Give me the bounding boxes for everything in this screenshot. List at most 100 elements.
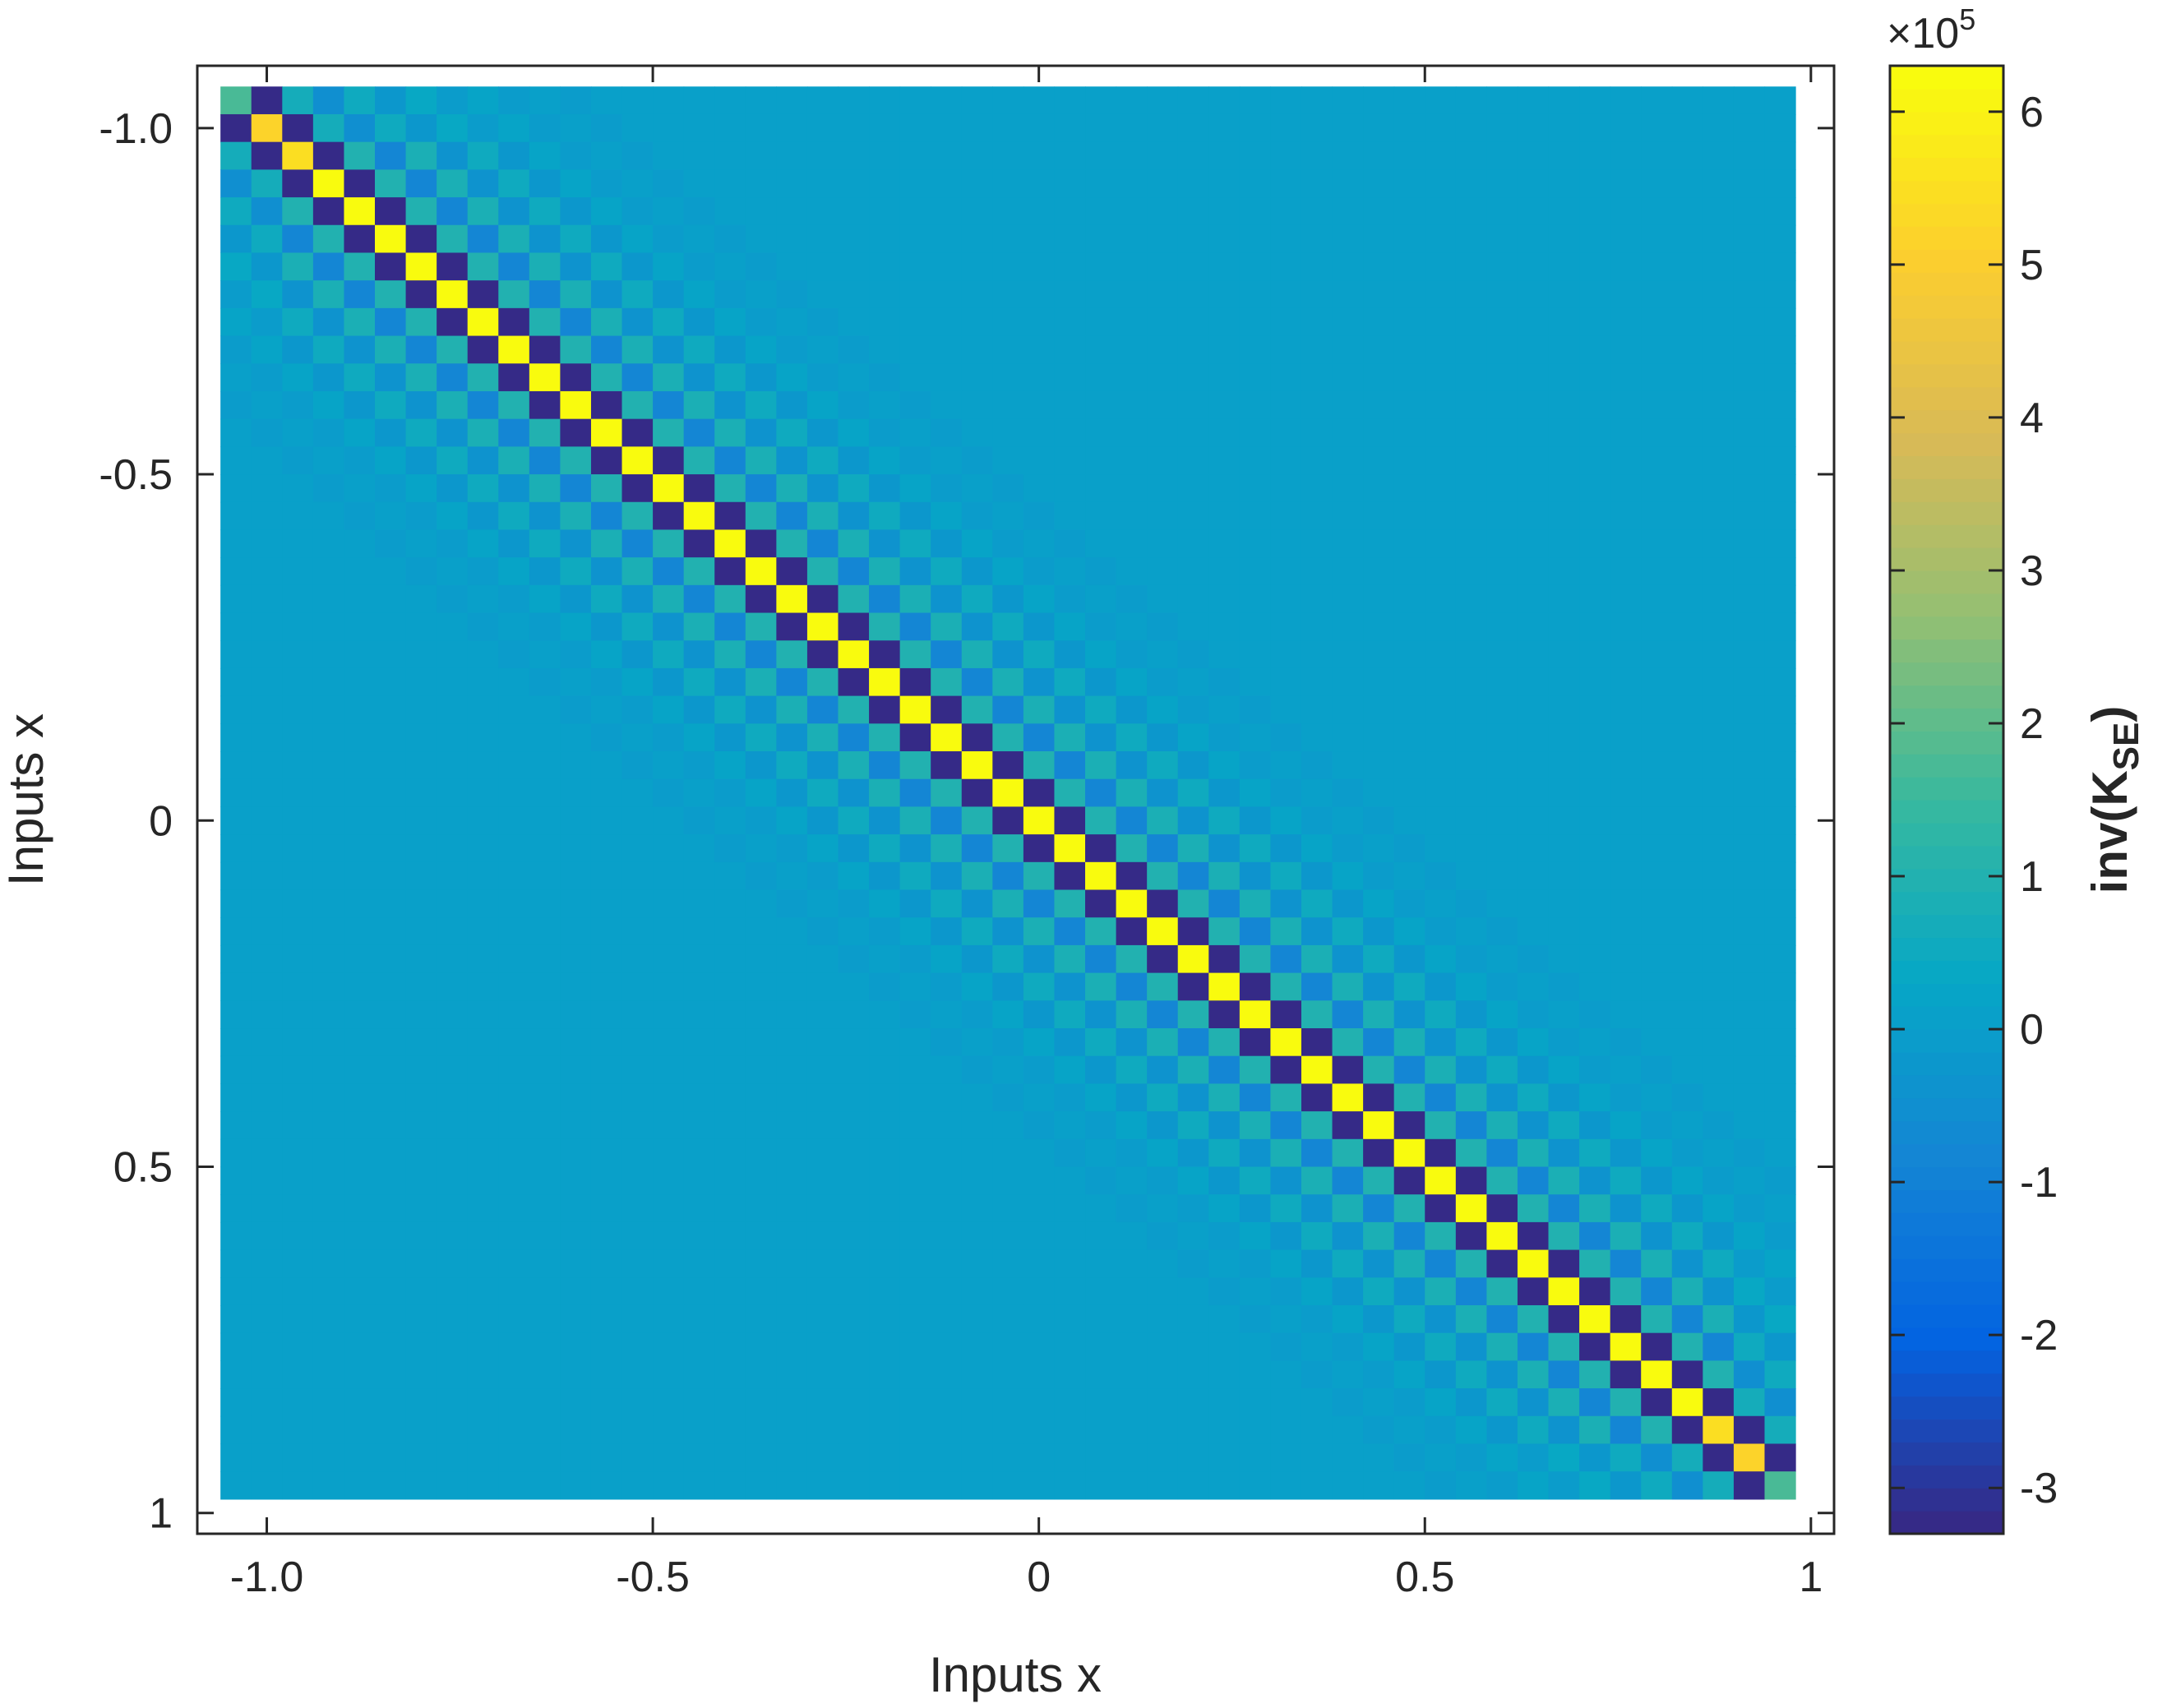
heatmap-cell xyxy=(1641,224,1673,254)
heatmap-cell xyxy=(1177,944,1209,974)
heatmap-cell xyxy=(498,1360,530,1389)
colorbar-level xyxy=(1890,88,2003,113)
heatmap-cell xyxy=(621,1194,654,1223)
heatmap-cell xyxy=(931,557,963,586)
heatmap-cell xyxy=(375,1083,407,1112)
heatmap-cell xyxy=(1208,1138,1241,1168)
heatmap-cell xyxy=(1671,723,1703,752)
heatmap-cell xyxy=(992,1443,1024,1472)
heatmap-cell xyxy=(590,778,623,808)
heatmap-cell xyxy=(1517,667,1550,697)
heatmap-cell xyxy=(1177,169,1209,198)
heatmap-cell xyxy=(1085,446,1117,475)
heatmap-cell xyxy=(1764,723,1796,752)
heatmap-cell xyxy=(251,1360,283,1389)
heatmap-cell xyxy=(714,474,746,503)
heatmap-cell xyxy=(931,944,963,974)
heatmap-cell xyxy=(529,1360,561,1389)
heatmap-cell xyxy=(1054,363,1086,392)
heatmap-cell xyxy=(498,557,530,586)
heatmap-cell xyxy=(1023,972,1056,1001)
heatmap-cell xyxy=(806,197,839,226)
heatmap-cell xyxy=(1548,474,1580,503)
heatmap-cell xyxy=(1332,1055,1364,1085)
heatmap-cell xyxy=(312,418,345,447)
heatmap-cell xyxy=(653,307,685,337)
heatmap-cell xyxy=(899,557,931,586)
heatmap-cell xyxy=(1208,1471,1241,1500)
heatmap-cell xyxy=(1054,751,1086,780)
heatmap-cell xyxy=(1764,1443,1796,1472)
heatmap-cell xyxy=(1177,695,1209,724)
heatmap-cell xyxy=(621,778,654,808)
heatmap-cell xyxy=(1610,1304,1642,1334)
colorbar-gradient xyxy=(1890,66,2003,1535)
heatmap-cell xyxy=(529,1304,561,1334)
heatmap-cell xyxy=(1486,1332,1518,1361)
heatmap-cell xyxy=(375,446,407,475)
heatmap-cell xyxy=(1703,889,1735,918)
heatmap-cell xyxy=(1548,1249,1580,1278)
heatmap-cell xyxy=(1270,529,1302,558)
heatmap-cell xyxy=(869,972,901,1001)
heatmap-cell xyxy=(1270,972,1302,1001)
heatmap-cell xyxy=(1764,557,1796,586)
heatmap-cell xyxy=(1054,1028,1086,1057)
heatmap-cell xyxy=(1579,723,1611,752)
heatmap-cell xyxy=(1301,889,1333,918)
heatmap-cell xyxy=(776,280,808,309)
heatmap-cell xyxy=(1270,141,1302,170)
heatmap-cell xyxy=(714,113,746,143)
heatmap-cell xyxy=(1332,723,1364,752)
heatmap-cell xyxy=(312,197,345,226)
colorbar-level xyxy=(1890,822,2003,847)
heatmap-cell xyxy=(1270,1360,1302,1389)
heatmap-cell xyxy=(1177,1332,1209,1361)
heatmap-cell xyxy=(1147,474,1179,503)
heatmap-cell xyxy=(1764,889,1796,918)
heatmap-cell xyxy=(1177,418,1209,447)
heatmap-cell xyxy=(1116,1388,1148,1417)
heatmap-cell xyxy=(1208,224,1241,254)
heatmap-cell xyxy=(1703,640,1735,669)
heatmap-cell xyxy=(1363,806,1395,835)
heatmap-cell xyxy=(869,418,901,447)
heatmap-cell xyxy=(467,1415,499,1445)
heatmap-cell xyxy=(1733,557,1766,586)
heatmap-cell xyxy=(1641,1194,1673,1223)
heatmap-cell xyxy=(251,1194,283,1223)
heatmap-cell xyxy=(220,113,252,143)
heatmap-cell xyxy=(590,667,623,697)
heatmap-cell xyxy=(653,1249,685,1278)
heatmap-cell xyxy=(714,1166,746,1195)
heatmap-cell xyxy=(1393,1277,1425,1306)
heatmap-cell xyxy=(1023,640,1056,669)
heatmap-cell xyxy=(745,834,777,863)
heatmap-cell xyxy=(1610,280,1642,309)
heatmap-cell xyxy=(1764,1138,1796,1168)
heatmap-cell xyxy=(1579,1194,1611,1223)
heatmap-cell xyxy=(745,972,777,1001)
heatmap-cell xyxy=(590,1443,623,1472)
heatmap-cell xyxy=(1579,335,1611,364)
heatmap-cell xyxy=(1054,1083,1086,1112)
heatmap-cell xyxy=(1425,474,1457,503)
heatmap-cell xyxy=(1517,1111,1550,1140)
colorbar-level xyxy=(1890,249,2003,273)
heatmap-cell xyxy=(1393,529,1425,558)
heatmap-cell xyxy=(869,1000,901,1029)
heatmap-cell xyxy=(1147,363,1179,392)
heatmap-cell xyxy=(621,1138,654,1168)
heatmap-cell xyxy=(899,197,931,226)
heatmap-cell xyxy=(1116,584,1148,614)
heatmap-cell xyxy=(1486,446,1518,475)
heatmap-cell xyxy=(312,1166,345,1195)
heatmap-cell xyxy=(1023,1360,1056,1389)
heatmap-cell xyxy=(745,1028,777,1057)
heatmap-cell xyxy=(282,280,314,309)
heatmap-cell xyxy=(1363,1111,1395,1140)
heatmap-cell xyxy=(1085,667,1117,697)
heatmap-cell xyxy=(1486,1166,1518,1195)
heatmap-cell xyxy=(1610,667,1642,697)
heatmap-cell xyxy=(838,280,870,309)
